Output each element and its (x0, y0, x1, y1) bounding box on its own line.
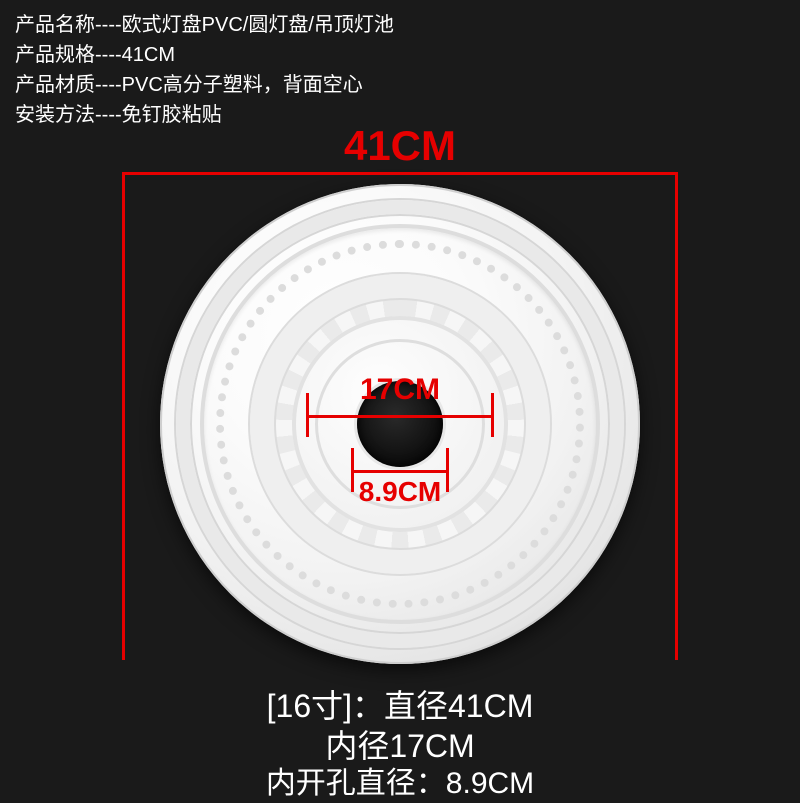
inner-diameter-label: 17CM (306, 373, 494, 407)
product-stage: 17CM 8.9CM (0, 170, 800, 680)
hole-diameter-label: 8.9CM (331, 476, 469, 508)
outer-diameter-label: 41CM (0, 122, 800, 170)
caliper-tick-right (491, 393, 494, 437)
caliper-tick-left (122, 172, 125, 660)
ceiling-medallion (160, 184, 640, 664)
product-specs: 产品名称----欧式灯盘PVC/圆灯盘/吊顶灯池 产品规格----41CM 产品… (15, 10, 394, 130)
spec-line-material: 产品材质----PVC高分子塑料，背面空心 (15, 70, 394, 100)
summary-line-1: [16寸]：直径41CM (0, 686, 800, 728)
caliper-bar (351, 470, 449, 473)
spec-line-name: 产品名称----欧式灯盘PVC/圆灯盘/吊顶灯池 (15, 10, 394, 40)
caliper-bar (306, 415, 494, 418)
caliper-tick-right (675, 172, 678, 660)
summary-line-2: 内径17CM (0, 726, 800, 768)
caliper-bar (122, 172, 678, 175)
caliper-tick-left (306, 393, 309, 437)
spec-line-size: 产品规格----41CM (15, 40, 394, 70)
summary-line-3: 内开孔直径：8.9CM (0, 764, 800, 803)
